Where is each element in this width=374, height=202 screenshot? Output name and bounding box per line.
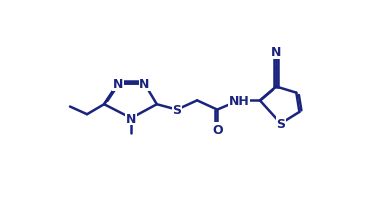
Text: S: S: [276, 117, 285, 130]
Text: NH: NH: [229, 94, 249, 107]
Text: S: S: [172, 104, 181, 117]
Text: O: O: [212, 123, 223, 136]
Text: N: N: [113, 78, 123, 90]
Text: N: N: [271, 46, 281, 59]
Text: N: N: [139, 78, 150, 90]
Text: N: N: [126, 112, 137, 125]
